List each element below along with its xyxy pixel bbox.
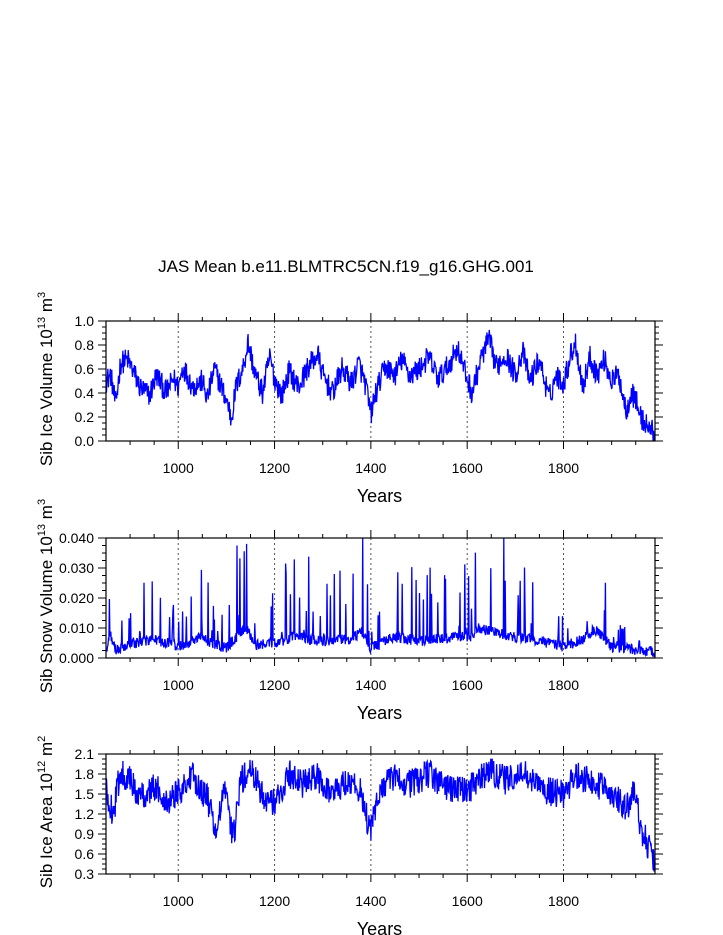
y-axis-label: Sib Snow Volume 1013 m3 xyxy=(36,499,56,693)
x-tick-label: 1600 xyxy=(452,677,483,693)
series-line xyxy=(105,329,656,442)
y-tick-label: 1.2 xyxy=(75,806,95,822)
y-tick-label: 0.030 xyxy=(59,560,94,576)
y-tick-label: 0.020 xyxy=(59,590,94,606)
y-tick-label: 0.3 xyxy=(75,866,95,882)
x-axis-label: Years xyxy=(357,486,402,506)
plot-frame xyxy=(105,753,656,875)
panel-sib-ice-volume: 1000 1200 1400 1600 1800 0.0 0.2 0.4 0.6 0.8 1.0 Ye… xyxy=(36,292,663,506)
x-tick-label: 1400 xyxy=(355,460,386,476)
x-tick-label: 1000 xyxy=(163,460,194,476)
y-axis-label: Sib Ice Area 1012 m2 xyxy=(36,736,56,889)
x-tick-label: 1400 xyxy=(355,893,386,909)
x-tick-label: 1600 xyxy=(452,893,483,909)
series-line xyxy=(105,758,656,872)
y-axis-label: Sib Ice Volume 1013 m3 xyxy=(36,292,56,466)
y-tick-label: 1.8 xyxy=(75,766,95,782)
y-tick-label: 0.6 xyxy=(75,361,95,377)
x-tick-label: 1800 xyxy=(548,677,579,693)
figure-title: JAS Mean b.e11.BLMTRC5CN.f19_g16.GHG.001 xyxy=(158,257,534,276)
y-tick-label: 0.2 xyxy=(75,409,95,425)
x-tick-label: 1400 xyxy=(355,677,386,693)
x-tick-label: 1200 xyxy=(259,893,290,909)
y-tick-label: 0.040 xyxy=(59,530,94,546)
x-axis-label: Years xyxy=(357,919,402,935)
x-tick-label: 1000 xyxy=(163,677,194,693)
y-tick-label: 0.000 xyxy=(59,650,94,666)
series-line xyxy=(105,537,656,658)
y-tick-label: 1.5 xyxy=(75,786,95,802)
panel-sib-snow-volume: 1000 1200 1400 1600 1800 0.000 0.010 0.020 0.030… xyxy=(36,499,663,723)
x-tick-label: 1800 xyxy=(548,893,579,909)
x-tick-label: 1800 xyxy=(548,460,579,476)
y-tick-label: 0.010 xyxy=(59,620,94,636)
x-tick-label: 1200 xyxy=(259,460,290,476)
y-tick-label: 2.1 xyxy=(75,746,95,762)
x-tick-label: 1600 xyxy=(452,460,483,476)
y-tick-label: 0.4 xyxy=(75,385,95,401)
y-tick-label: 0.0 xyxy=(75,433,95,449)
y-tick-label: 0.8 xyxy=(75,337,95,353)
panel-sib-ice-area: 1000 1200 1400 1600 1800 0.3 0.6 0.9 1.2 1.5 1.8 2.… xyxy=(36,736,663,935)
x-tick-label: 1200 xyxy=(259,677,290,693)
y-tick-label: 0.9 xyxy=(75,826,95,842)
y-tick-label: 0.6 xyxy=(75,846,95,862)
x-tick-label: 1000 xyxy=(163,893,194,909)
x-axis-label: Years xyxy=(357,703,402,723)
y-tick-label: 1.0 xyxy=(75,313,95,329)
